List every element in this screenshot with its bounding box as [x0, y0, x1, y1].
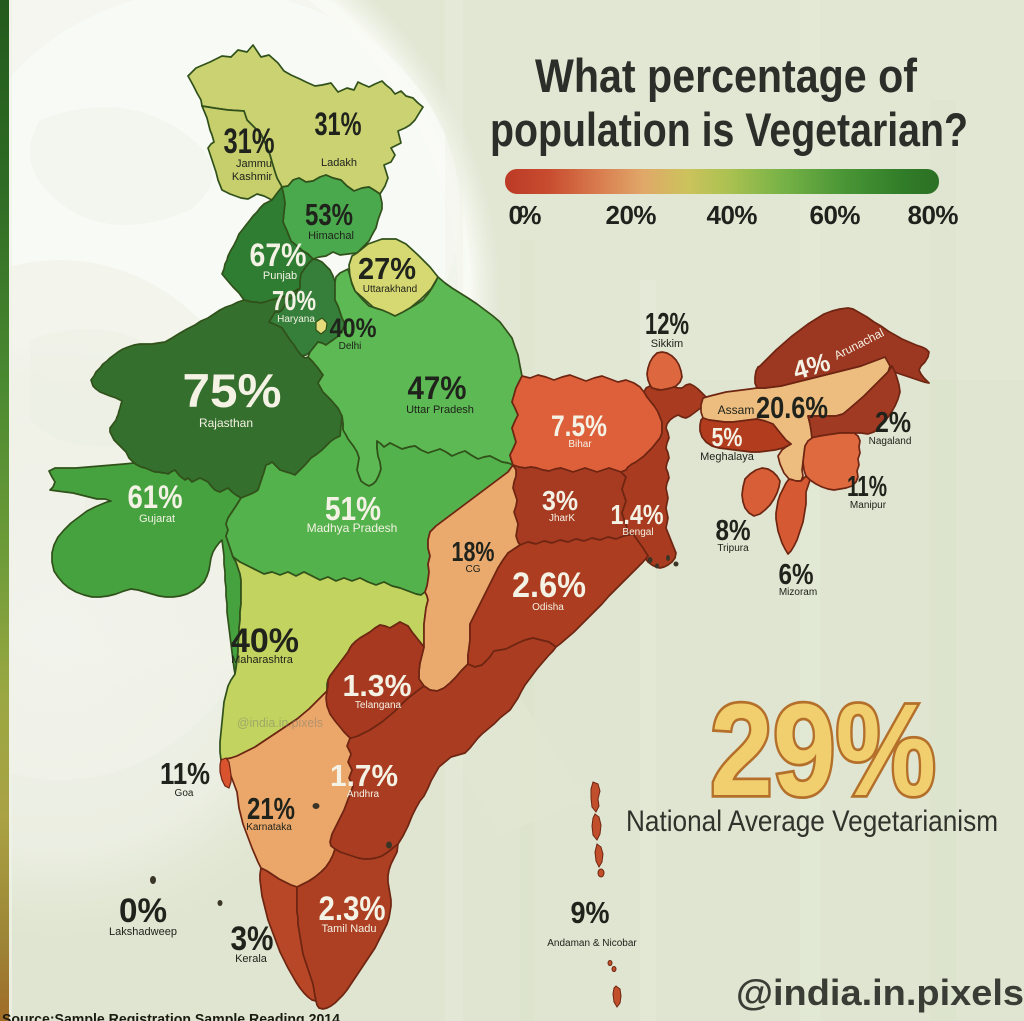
svg-text:29%: 29%	[710, 676, 936, 823]
svg-text:Delhi: Delhi	[339, 341, 362, 352]
svg-text:67%: 67%	[250, 237, 307, 273]
svg-text:National Average Vegetarianism: National Average Vegetarianism	[626, 805, 998, 838]
svg-text:Gujarat: Gujarat	[139, 513, 175, 525]
svg-text:9%: 9%	[571, 895, 610, 930]
svg-text:31%: 31%	[224, 122, 275, 161]
svg-text:21%: 21%	[247, 791, 295, 826]
svg-text:11%: 11%	[160, 756, 210, 791]
svg-text:80%: 80%	[908, 200, 959, 230]
svg-text:Uttar Pradesh: Uttar Pradesh	[406, 404, 474, 416]
svg-text:@india.in.pixels: @india.in.pixels	[736, 972, 1024, 1013]
svg-text:1.7%: 1.7%	[330, 758, 398, 793]
svg-text:1.4%: 1.4%	[611, 499, 664, 530]
svg-text:2%: 2%	[875, 407, 911, 439]
svg-text:population is Vegetarian?: population is Vegetarian?	[490, 103, 968, 156]
svg-text:31%: 31%	[315, 106, 362, 142]
svg-text:Haryana: Haryana	[277, 314, 315, 325]
svg-text:Punjab: Punjab	[263, 270, 297, 282]
svg-text:60%: 60%	[810, 200, 861, 230]
svg-text:Telangana: Telangana	[355, 700, 402, 711]
svg-text:JharK: JharK	[549, 513, 575, 524]
svg-text:Ladakh: Ladakh	[321, 157, 357, 169]
svg-text:Goa: Goa	[175, 788, 194, 799]
svg-text:3%: 3%	[231, 920, 274, 958]
svg-text:Kerala: Kerala	[235, 953, 268, 965]
svg-text:Sikkim: Sikkim	[651, 338, 683, 350]
svg-text:3%: 3%	[542, 485, 578, 516]
svg-text:75%: 75%	[183, 364, 282, 417]
svg-text:18%: 18%	[452, 536, 495, 567]
svg-text:2.6%: 2.6%	[512, 566, 586, 605]
svg-text:Jammu: Jammu	[236, 158, 272, 170]
svg-text:Andaman & Nicobar: Andaman & Nicobar	[547, 938, 637, 949]
svg-text:Maharashtra: Maharashtra	[231, 654, 294, 666]
svg-text:61%: 61%	[128, 479, 183, 515]
svg-text:Madhya Pradesh: Madhya Pradesh	[307, 521, 398, 535]
svg-text:CG: CG	[466, 564, 481, 575]
svg-text:Lakshadweep: Lakshadweep	[109, 926, 177, 938]
svg-text:Meghalaya: Meghalaya	[700, 451, 755, 463]
svg-text:Nagaland: Nagaland	[869, 436, 912, 447]
svg-text:Odisha: Odisha	[532, 602, 564, 613]
svg-text:5%: 5%	[712, 422, 743, 452]
svg-text:Karnataka: Karnataka	[246, 822, 292, 833]
svg-text:Bihar: Bihar	[568, 439, 592, 450]
svg-text:Source:Sample Registration Sam: Source:Sample Registration Sample Readin…	[2, 1011, 341, 1021]
svg-text:51%: 51%	[325, 490, 381, 527]
svg-text:Rajasthan: Rajasthan	[199, 416, 253, 430]
svg-text:70%: 70%	[272, 285, 316, 316]
svg-text:27%: 27%	[358, 251, 416, 286]
svg-text:Mizoram: Mizoram	[779, 587, 817, 598]
svg-text:53%: 53%	[305, 197, 353, 232]
svg-text:6%: 6%	[779, 559, 814, 591]
svg-text:Kashmir: Kashmir	[232, 171, 273, 183]
svg-text:11%: 11%	[847, 471, 887, 503]
svg-text:0%: 0%	[509, 200, 542, 230]
svg-text:Bengal: Bengal	[622, 527, 653, 538]
svg-text:Andhra: Andhra	[347, 789, 380, 800]
svg-text:Himachal: Himachal	[308, 230, 354, 242]
svg-text:Tamil Nadu: Tamil Nadu	[321, 923, 376, 935]
svg-text:Tripura: Tripura	[717, 543, 749, 554]
svg-text:8%: 8%	[716, 515, 751, 547]
svg-text:2.3%: 2.3%	[319, 890, 386, 928]
svg-text:Uttarakhand: Uttarakhand	[363, 284, 417, 295]
svg-text:What percentage of: What percentage of	[535, 49, 917, 102]
svg-text:0%: 0%	[119, 892, 167, 930]
svg-text:1.3%: 1.3%	[343, 668, 412, 703]
svg-text:20.6%: 20.6%	[756, 390, 828, 425]
svg-text:@india.in.pixels: @india.in.pixels	[237, 715, 323, 730]
svg-text:40%: 40%	[707, 200, 758, 230]
svg-text:Assam: Assam	[718, 403, 755, 417]
svg-text:Manipur: Manipur	[850, 500, 887, 511]
svg-text:47%: 47%	[408, 370, 467, 406]
svg-text:40%: 40%	[330, 313, 377, 343]
svg-text:40%: 40%	[231, 622, 299, 660]
svg-text:20%: 20%	[606, 200, 657, 230]
svg-text:12%: 12%	[645, 306, 689, 341]
svg-text:7.5%: 7.5%	[551, 410, 607, 443]
